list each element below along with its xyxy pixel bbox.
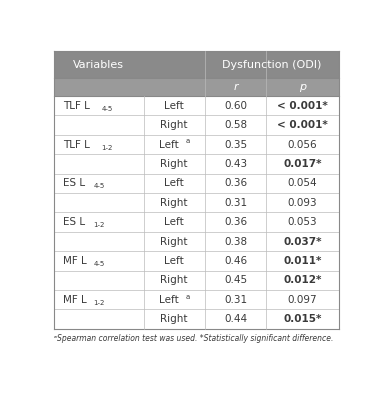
Bar — [54, 135, 339, 154]
Text: 0.097: 0.097 — [288, 295, 317, 305]
Text: 0.36: 0.36 — [224, 217, 247, 227]
Bar — [54, 251, 339, 271]
Text: 1-2: 1-2 — [101, 145, 113, 151]
Text: 0.44: 0.44 — [224, 314, 247, 324]
Text: Right: Right — [160, 198, 188, 208]
Text: 4-5: 4-5 — [93, 261, 105, 267]
Text: ᵃSpearman correlation test was used. *Statistically significant difference.: ᵃSpearman correlation test was used. *St… — [54, 334, 333, 344]
Text: Dysfunction (ODI): Dysfunction (ODI) — [222, 60, 321, 70]
Text: MF L: MF L — [63, 295, 87, 305]
Text: 0.58: 0.58 — [224, 120, 247, 130]
Text: Left: Left — [164, 256, 184, 266]
Text: 0.054: 0.054 — [288, 178, 317, 188]
Bar — [54, 51, 339, 78]
Text: Right: Right — [160, 314, 188, 324]
Bar — [54, 290, 339, 310]
Text: 0.31: 0.31 — [224, 198, 247, 208]
Text: Right: Right — [160, 236, 188, 246]
Text: Variables: Variables — [73, 60, 124, 70]
Text: 0.35: 0.35 — [224, 140, 247, 150]
Text: 0.093: 0.093 — [288, 198, 317, 208]
Bar — [54, 78, 339, 96]
Text: Left: Left — [164, 178, 184, 188]
Text: Right: Right — [160, 120, 188, 130]
Text: 1-2: 1-2 — [93, 222, 105, 228]
Text: MF L: MF L — [63, 256, 87, 266]
Text: Right: Right — [160, 275, 188, 285]
Text: 0.015*: 0.015* — [283, 314, 322, 324]
Text: 0.31: 0.31 — [224, 295, 247, 305]
Text: 0.45: 0.45 — [224, 275, 247, 285]
Bar — [54, 96, 339, 116]
Text: 0.43: 0.43 — [224, 159, 247, 169]
Bar — [54, 232, 339, 251]
Text: 0.053: 0.053 — [288, 217, 317, 227]
Text: 1-2: 1-2 — [93, 300, 105, 306]
Text: 0.36: 0.36 — [224, 178, 247, 188]
Bar — [54, 212, 339, 232]
Text: 0.017*: 0.017* — [283, 159, 322, 169]
Text: Left: Left — [164, 101, 184, 111]
Text: ES L: ES L — [63, 217, 85, 227]
Text: r: r — [233, 82, 238, 92]
Text: TLF L: TLF L — [63, 140, 90, 150]
Bar — [54, 310, 339, 329]
Bar — [54, 154, 339, 174]
Text: 0.037*: 0.037* — [283, 236, 322, 246]
Text: 0.011*: 0.011* — [283, 256, 322, 266]
Text: 0.056: 0.056 — [288, 140, 317, 150]
Text: p: p — [299, 82, 306, 92]
Bar — [54, 193, 339, 212]
Text: 4-5: 4-5 — [93, 184, 105, 190]
Bar — [54, 116, 339, 135]
Bar — [54, 271, 339, 290]
Text: 0.38: 0.38 — [224, 236, 247, 246]
Text: 0.012*: 0.012* — [283, 275, 322, 285]
Text: a: a — [186, 138, 190, 144]
Text: Right: Right — [160, 159, 188, 169]
Text: TLF L: TLF L — [63, 101, 90, 111]
Text: < 0.001*: < 0.001* — [277, 101, 328, 111]
Text: ES L: ES L — [63, 178, 85, 188]
Text: < 0.001*: < 0.001* — [277, 120, 328, 130]
Text: 4-5: 4-5 — [101, 106, 113, 112]
Text: 0.60: 0.60 — [224, 101, 247, 111]
Text: Left: Left — [164, 217, 184, 227]
Bar — [54, 174, 339, 193]
Text: Left: Left — [159, 140, 178, 150]
Text: a: a — [186, 294, 190, 300]
Text: Left: Left — [159, 295, 178, 305]
Text: 0.46: 0.46 — [224, 256, 247, 266]
